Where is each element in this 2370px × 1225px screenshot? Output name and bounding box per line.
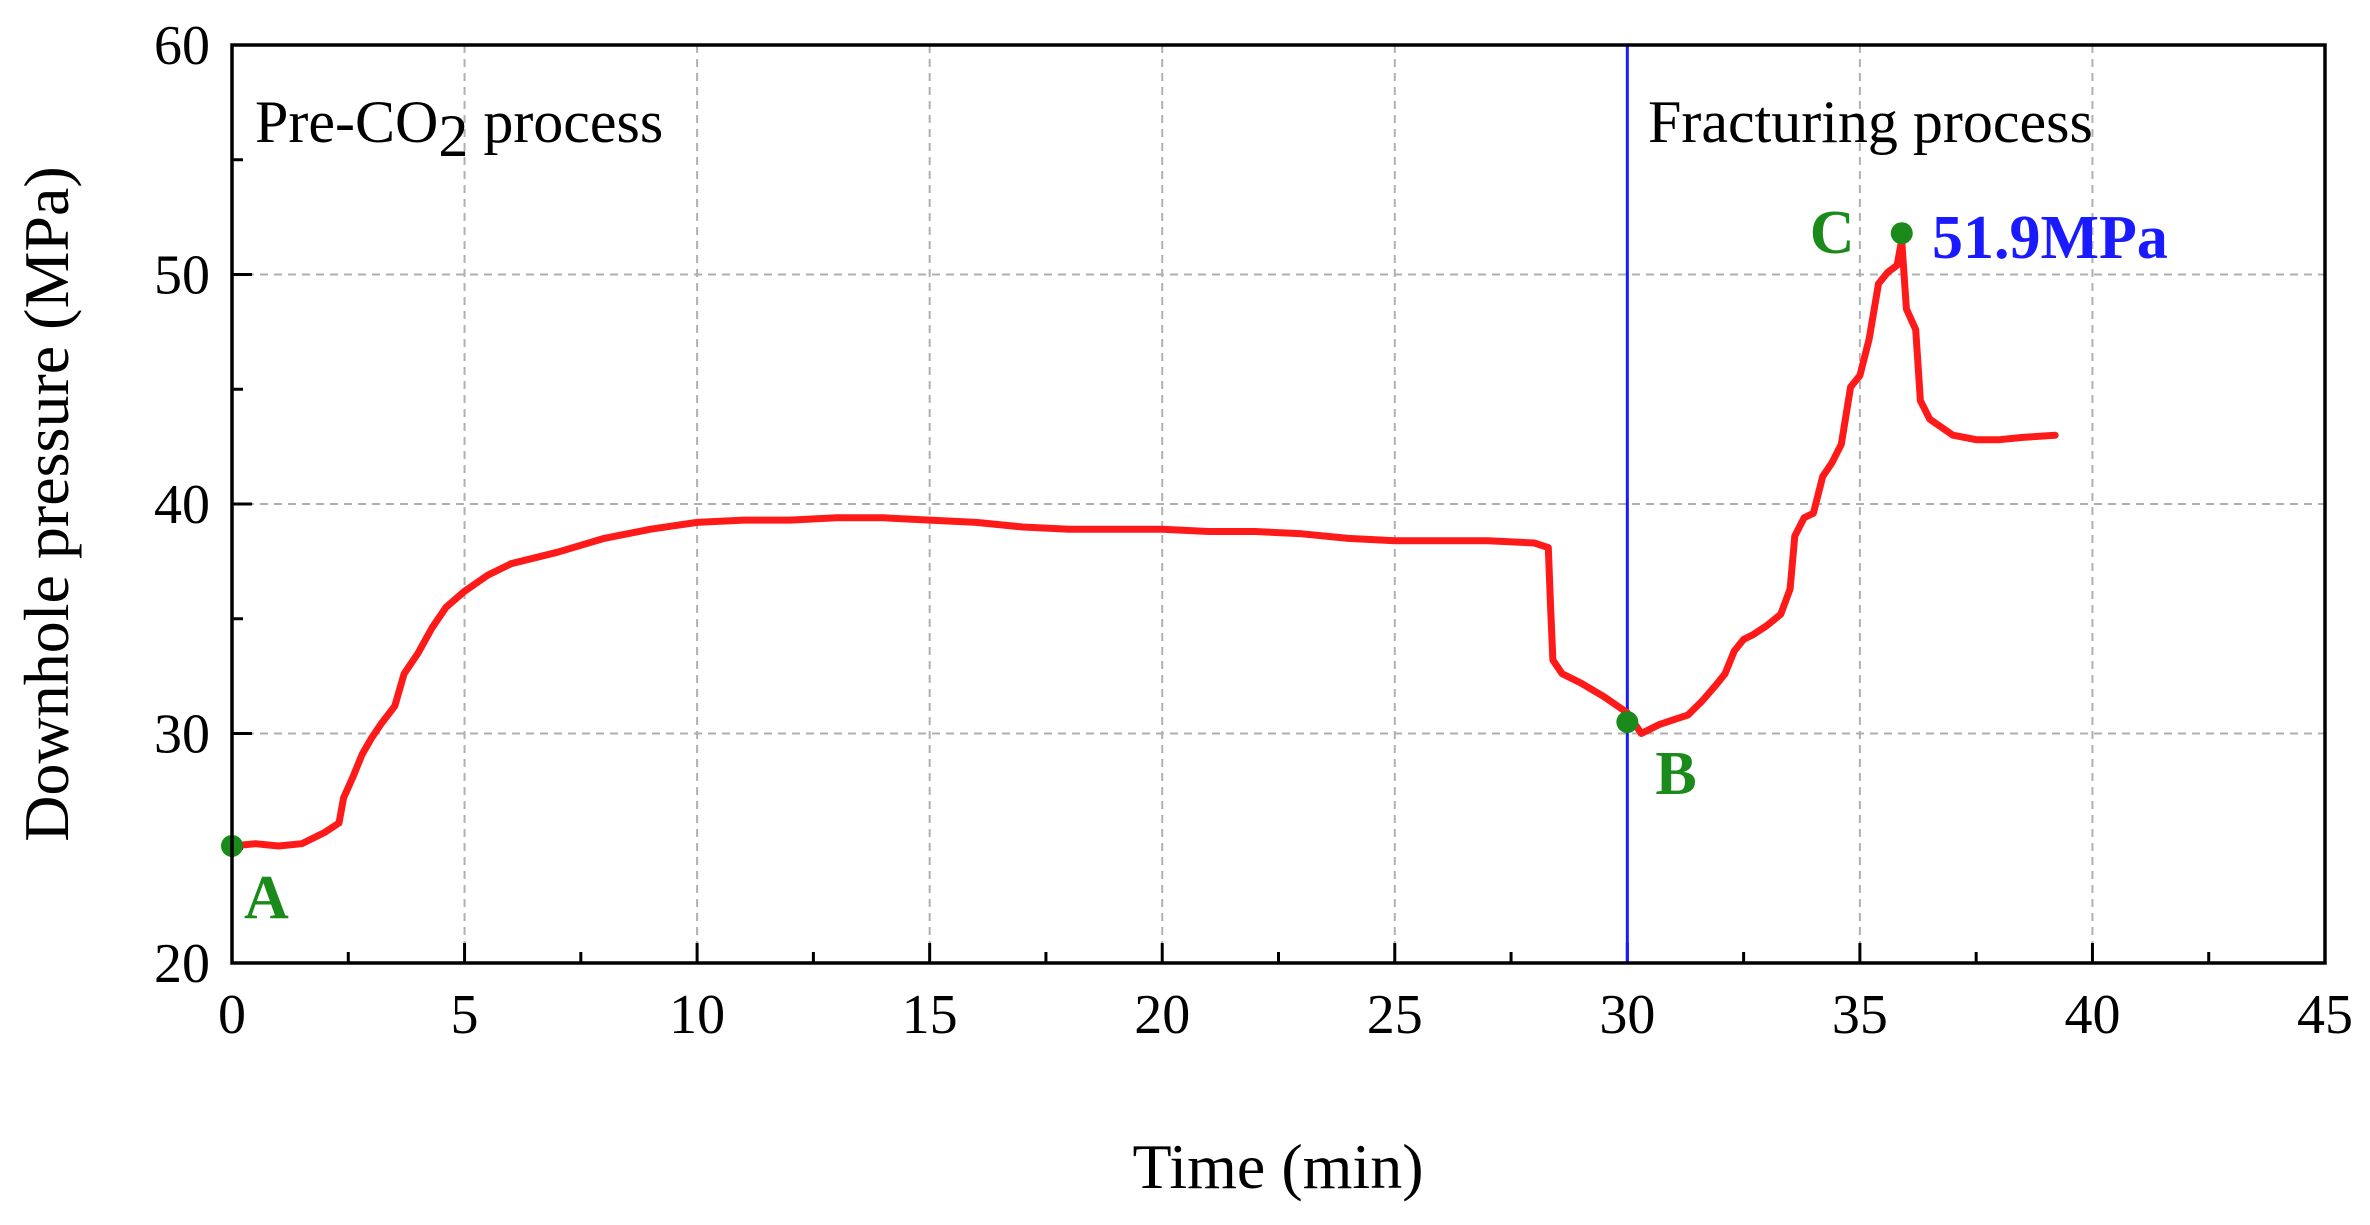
y-axis-title: Downhole pressure (MPa) xyxy=(11,166,82,841)
peak-pressure-label: 51.9MPa xyxy=(1932,204,2168,272)
region-label-fracturing: Fracturing process xyxy=(1648,89,2093,155)
grid-lines xyxy=(232,45,2325,963)
key-points: A B C xyxy=(221,199,1913,932)
y-tick-label: 50 xyxy=(154,245,210,307)
x-tick-label: 5 xyxy=(451,984,479,1046)
plot-frame xyxy=(230,43,2327,965)
x-axis-title: Time (min) xyxy=(1133,1131,1424,1202)
x-tick-label: 45 xyxy=(2297,984,2353,1046)
y-tick-label: 20 xyxy=(154,933,210,995)
pressure-series-line xyxy=(228,236,2059,850)
x-tick-label: 30 xyxy=(1599,984,1655,1046)
point-marker-c xyxy=(1890,222,1913,245)
point-marker-b xyxy=(1616,711,1639,734)
region-label-pre-co2: Pre-CO2 process xyxy=(255,89,663,169)
point-label-c: C xyxy=(1810,199,1855,267)
x-tick-label: 25 xyxy=(1367,984,1423,1046)
x-tick-label: 10 xyxy=(669,984,725,1046)
point-label-b: B xyxy=(1655,740,1696,808)
tick-labels: 0 5 10 15 20 25 30 35 40 45 20 30 40 50 60 xyxy=(154,15,2353,1046)
y-tick-label: 30 xyxy=(154,704,210,766)
x-tick-label: 20 xyxy=(1134,984,1190,1046)
y-tick-label: 60 xyxy=(154,15,210,77)
x-tick-label: 15 xyxy=(902,984,958,1046)
y-tick-label: 40 xyxy=(154,474,210,536)
x-tick-label: 35 xyxy=(1832,984,1888,1046)
x-tick-label: 0 xyxy=(218,984,246,1046)
x-tick-label: 40 xyxy=(2064,984,2120,1046)
point-label-a: A xyxy=(244,864,289,932)
